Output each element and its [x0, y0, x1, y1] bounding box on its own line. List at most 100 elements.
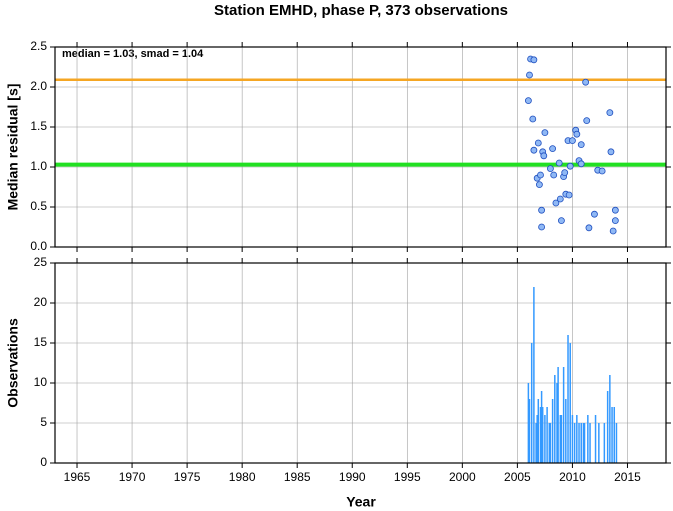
bar [557, 367, 559, 463]
x-tick-label: 1965 [64, 470, 91, 484]
bar [536, 415, 538, 463]
point [556, 195, 564, 203]
point [530, 146, 538, 154]
bar [560, 415, 563, 463]
point [530, 56, 538, 64]
point [566, 162, 574, 170]
x-tick-label: 2010 [559, 470, 586, 484]
x-tick-label: 2000 [449, 470, 476, 484]
bar [594, 415, 597, 463]
plot-frame [54, 46, 667, 248]
point [591, 210, 598, 218]
bar [527, 383, 530, 463]
point [598, 167, 606, 175]
y-axis-label: Observations [5, 318, 21, 408]
x-tick-label: 2015 [614, 470, 641, 484]
bar [535, 423, 537, 463]
bar [609, 375, 611, 463]
y-tick-label: 2.5 [30, 39, 47, 53]
annotation: median = 1.03, smad = 1.04 [62, 48, 204, 60]
bar [571, 415, 574, 463]
bar [613, 407, 616, 463]
y-tick-label: 10 [34, 375, 48, 389]
bar [549, 423, 552, 463]
point [526, 71, 533, 79]
bar [530, 343, 533, 463]
y-tick-label: 1.5 [30, 119, 47, 133]
point [577, 160, 585, 168]
point [529, 115, 537, 123]
x-tick-label: 2005 [504, 470, 531, 484]
point [538, 206, 545, 214]
bar [559, 415, 562, 463]
bar [544, 415, 546, 463]
point [569, 137, 576, 145]
plot-frame [54, 262, 667, 464]
point [538, 223, 545, 231]
x-tick-label: 1975 [174, 470, 201, 484]
bar [528, 399, 531, 463]
bar [537, 399, 540, 463]
bar [562, 367, 565, 463]
y-tick-label: 25 [34, 255, 48, 269]
point [585, 224, 593, 232]
y-tick-label: 15 [34, 335, 48, 349]
point [577, 141, 585, 149]
bar [548, 423, 551, 463]
point [552, 199, 560, 207]
y-axis-label: Median residual [s] [5, 84, 21, 211]
x-axis-label: Year [346, 494, 376, 510]
x-tick-label: 1990 [339, 470, 366, 484]
bar [580, 423, 582, 463]
y-tick-label: 20 [34, 295, 48, 309]
point [611, 217, 619, 225]
y-tick-label: 5 [40, 415, 47, 429]
bar [611, 407, 613, 463]
bar [541, 407, 544, 463]
point [547, 165, 554, 173]
point [573, 130, 581, 138]
point [582, 78, 590, 86]
point [611, 206, 619, 214]
x-tick-label: 1985 [284, 470, 311, 484]
point [535, 181, 543, 189]
x-tick-label: 1970 [119, 470, 146, 484]
y-tick-label: 0 [40, 455, 47, 469]
y-tick-label: 0.0 [30, 239, 47, 253]
bar [556, 383, 558, 463]
point [524, 97, 532, 104]
bar [533, 287, 535, 463]
bar [551, 399, 554, 463]
bar [589, 423, 591, 463]
bar [606, 391, 609, 463]
bar [587, 415, 589, 463]
point [534, 139, 542, 147]
point [606, 109, 614, 116]
y-tick-label: 0.5 [30, 199, 47, 213]
point [607, 148, 615, 156]
x-tick-label: 1995 [394, 470, 421, 484]
bar [603, 423, 606, 463]
point [540, 152, 548, 160]
bar [583, 423, 586, 463]
point [555, 159, 563, 167]
x-tick-label: 1980 [229, 470, 256, 484]
bar [567, 335, 569, 463]
bar [565, 399, 567, 463]
bar [573, 423, 576, 463]
point [550, 171, 558, 179]
bar [598, 423, 600, 463]
bar [554, 375, 556, 463]
point [558, 217, 565, 225]
bar [578, 423, 580, 463]
bar [582, 423, 585, 463]
bar [576, 415, 578, 463]
bar [540, 391, 543, 463]
point [565, 191, 573, 199]
point [541, 129, 549, 137]
point [549, 145, 557, 153]
chart-title: Station EMHD, phase P, 373 observations [214, 2, 508, 19]
point [561, 169, 569, 177]
bar [569, 343, 571, 463]
